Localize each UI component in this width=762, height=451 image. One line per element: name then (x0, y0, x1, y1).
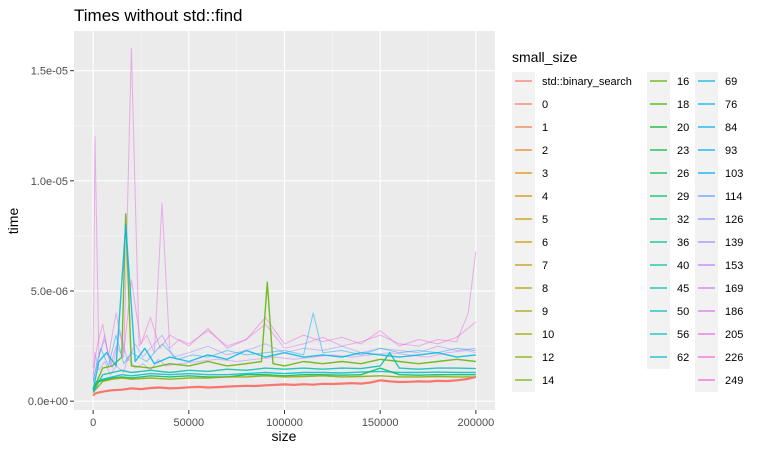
legend-label: 16 (677, 76, 689, 88)
series-layer (92, 48, 477, 397)
legend-label: 12 (542, 352, 554, 364)
legend-key-background (695, 72, 718, 392)
legend-label: 103 (725, 168, 743, 180)
y-tick-label: 0.0e+00 (28, 396, 68, 408)
legend-label: 36 (677, 237, 689, 249)
legend-label: 20 (677, 122, 689, 134)
legend-label: 3 (542, 168, 548, 180)
legend-label: 7 (542, 260, 548, 272)
legend-label: 153 (725, 260, 743, 272)
legend-label: 69 (725, 76, 737, 88)
legend-label: 26 (677, 168, 689, 180)
x-tick-label: 150000 (362, 417, 399, 429)
y-tick-label: 1.5e-05 (31, 66, 68, 78)
legend-label: std::binary_search (542, 76, 632, 88)
legend-label: 40 (677, 260, 689, 272)
series-line-139 (92, 330, 476, 384)
y-tick-label: 1.0e-05 (31, 176, 68, 188)
legend-label: 169 (725, 283, 743, 295)
y-axis-label: time (5, 208, 21, 235)
legend-label: 2 (542, 145, 548, 157)
legend-label: 1 (542, 122, 548, 134)
x-axis: 0 50000 100000 150000 200000 (90, 410, 494, 429)
series-line-205 (92, 48, 477, 369)
chart-title: Times without std::find (74, 6, 243, 25)
x-tick-label: 100000 (266, 417, 303, 429)
legend-label: 14 (542, 375, 554, 387)
legend-label: 10 (542, 329, 554, 341)
legend-label: 226 (725, 352, 743, 364)
legend: small_size std::binary_search01234567891… (512, 49, 743, 392)
legend-label: 29 (677, 191, 689, 203)
series-line-26 (92, 367, 476, 391)
legend-label: 205 (725, 329, 743, 341)
legend-label: 5 (542, 214, 548, 226)
legend-label: 76 (725, 99, 737, 111)
legend-label: 114 (725, 191, 743, 203)
legend-label: 23 (677, 145, 689, 157)
series-line-std-binary-search (92, 375, 477, 397)
series-line-169 (92, 350, 477, 380)
legend-title: small_size (512, 49, 578, 65)
y-axis: 0.0e+00 5.0e-06 1.0e-05 1.5e-05 (28, 66, 74, 408)
legend-label: 45 (677, 283, 689, 295)
series-line-45 (92, 352, 476, 393)
legend-label: 18 (677, 99, 689, 111)
series-line-93 (92, 312, 476, 382)
x-tick-label: 50000 (174, 417, 205, 429)
legend-key-background (647, 72, 670, 369)
legend-label: 4 (542, 191, 548, 203)
legend-label: 9 (542, 306, 548, 318)
legend-label: 84 (725, 122, 737, 134)
legend-label: 0 (542, 99, 548, 111)
legend-label: 32 (677, 214, 689, 226)
legend-label: 62 (677, 352, 689, 364)
legend-label: 186 (725, 306, 743, 318)
legend-label: 93 (725, 145, 737, 157)
legend-items: std::binary_search0123456789101214161820… (512, 72, 743, 392)
y-tick-label: 5.0e-06 (31, 286, 68, 298)
legend-label: 56 (677, 329, 689, 341)
series-line-12 (92, 375, 476, 393)
legend-label: 6 (542, 237, 548, 249)
grid-major (74, 31, 495, 410)
legend-label: 50 (677, 306, 689, 318)
x-tick-label: 0 (90, 417, 96, 429)
legend-label: 8 (542, 283, 548, 295)
x-axis-label: size (272, 428, 297, 444)
legend-label: 249 (725, 375, 743, 387)
x-tick-label: 200000 (458, 417, 495, 429)
legend-label: 139 (725, 237, 743, 249)
legend-label: 126 (725, 214, 743, 226)
series-line-62 (92, 370, 476, 389)
legend-key-background (512, 72, 535, 392)
